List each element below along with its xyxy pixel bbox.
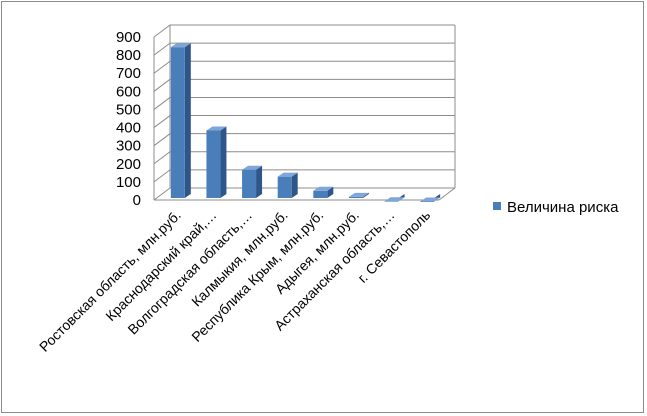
bars bbox=[170, 43, 441, 202]
bar-top bbox=[206, 126, 227, 131]
y-tick-label: 400 bbox=[116, 120, 141, 137]
bar-top bbox=[384, 197, 405, 202]
y-tick-label: 200 bbox=[116, 156, 141, 173]
bar-front bbox=[384, 201, 399, 202]
gridline-depth bbox=[153, 60, 171, 74]
gridline-depth bbox=[153, 115, 171, 128]
bar bbox=[384, 194, 405, 202]
bar bbox=[277, 172, 298, 198]
bar-front bbox=[242, 169, 257, 198]
gridline-depth bbox=[153, 133, 171, 147]
gridline-depth bbox=[153, 169, 171, 183]
bar-top bbox=[348, 192, 369, 197]
floor-right-edge bbox=[438, 187, 456, 201]
gridline-depth bbox=[153, 187, 171, 201]
bar-front bbox=[206, 130, 221, 198]
bar-side bbox=[256, 165, 263, 198]
bar-top bbox=[170, 43, 191, 48]
gridlines bbox=[153, 24, 455, 201]
y-tick-label: 0 bbox=[133, 192, 141, 209]
bar-side bbox=[327, 186, 334, 198]
bar-front bbox=[420, 201, 435, 202]
y-tick-label: 800 bbox=[116, 47, 141, 64]
bar-side bbox=[220, 126, 227, 198]
y-tick-label: 700 bbox=[116, 65, 141, 82]
bar bbox=[242, 165, 263, 198]
bar bbox=[420, 194, 441, 202]
x-category-label: Ростовская область, млн.руб. bbox=[36, 207, 184, 355]
bar-top bbox=[242, 165, 263, 170]
bar-front bbox=[170, 47, 185, 199]
legend: Величина риска bbox=[493, 199, 619, 216]
y-tick-label: 300 bbox=[116, 138, 141, 155]
gridline-depth bbox=[153, 24, 171, 38]
bar-front bbox=[313, 190, 328, 198]
gridline-depth bbox=[153, 42, 171, 56]
y-tick-label: 500 bbox=[116, 101, 141, 118]
y-tick-label: 600 bbox=[116, 83, 141, 100]
bar-top bbox=[313, 186, 334, 191]
bar-side bbox=[184, 43, 191, 199]
bar bbox=[206, 126, 227, 198]
legend-swatch bbox=[493, 202, 501, 210]
bar-side bbox=[362, 192, 369, 198]
bar bbox=[313, 186, 334, 198]
axis-lines bbox=[153, 25, 456, 201]
gridline-depth bbox=[153, 78, 171, 92]
y-tick-label: 100 bbox=[116, 174, 141, 191]
bar-top bbox=[277, 172, 298, 177]
bar-top bbox=[420, 197, 441, 202]
bar-front bbox=[348, 196, 363, 198]
gridline-depth bbox=[153, 97, 171, 110]
x-axis-category-labels: Ростовская область, млн.руб.Краснодарски… bbox=[36, 207, 433, 355]
bar bbox=[348, 192, 369, 198]
y-tick-label: 900 bbox=[116, 29, 141, 46]
gridline-depth bbox=[153, 151, 171, 165]
bar bbox=[170, 43, 191, 199]
bar-side bbox=[291, 172, 298, 198]
legend-label-velichina-riska: Величина риска bbox=[507, 199, 619, 216]
bar-front bbox=[277, 176, 292, 198]
